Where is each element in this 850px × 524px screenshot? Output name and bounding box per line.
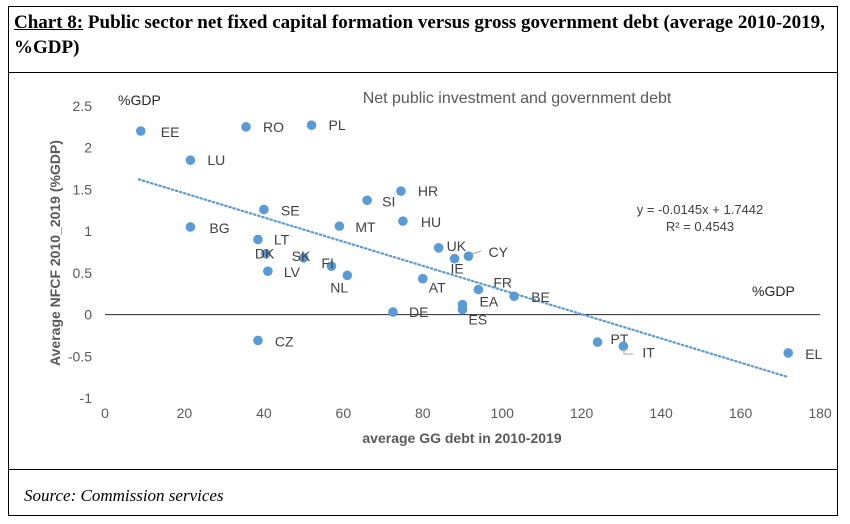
point-label-fi: FI	[321, 255, 333, 271]
point-label-ea: EA	[480, 294, 499, 310]
point-label-it: IT	[642, 344, 655, 360]
x-tick-label: 100	[491, 405, 515, 421]
data-point-dk	[261, 248, 271, 259]
x-tick-label: 180	[808, 405, 832, 421]
point-label-be: BE	[531, 289, 550, 305]
y-tick-label: 1.5	[73, 181, 93, 197]
x-tick-labels: 0 20 40 60 80 100 120 140 160 180	[101, 405, 832, 421]
trendline-group	[137, 178, 790, 379]
point-label-hu: HU	[421, 214, 441, 230]
data-point-pl	[306, 120, 317, 130]
point-label-si: SI	[382, 193, 395, 209]
point-label-es: ES	[469, 312, 488, 328]
x-tick-label: 80	[415, 405, 431, 421]
data-point-lu	[185, 155, 196, 166]
x-tick-label: 160	[729, 405, 753, 421]
point-label-el: EL	[805, 346, 822, 362]
point-label-ro: RO	[263, 119, 284, 135]
leader-lines	[471, 250, 633, 355]
data-point-be	[509, 291, 519, 302]
point-label-nl: NL	[330, 279, 348, 295]
x-tick-label: 0	[101, 405, 109, 421]
data-point-de	[388, 307, 398, 317]
point-label-dk: DK	[255, 246, 275, 262]
x-unit-label: %GDP	[752, 283, 795, 299]
point-label-uk: UK	[447, 238, 467, 254]
chart-number: Chart 8:	[14, 12, 84, 33]
data-point-ee	[135, 126, 146, 136]
data-point-fi	[326, 261, 337, 271]
data-point-lv	[263, 266, 273, 276]
trendline-equation: y = -0.0145x + 1.7442	[637, 202, 763, 217]
point-label-hr: HR	[418, 183, 438, 199]
y-tick-labels: 2.5 2 1.5 1 0.5 0 -0.5 -1	[68, 98, 92, 406]
x-tick-label: 20	[177, 405, 193, 421]
data-point-uk	[433, 243, 444, 253]
data-point-se	[259, 204, 269, 215]
data-point-mt	[334, 221, 345, 231]
y-tick-label: 0.5	[73, 265, 93, 281]
data-point-nl	[342, 270, 353, 281]
point-label-lt: LT	[274, 231, 290, 247]
point-label-at: AT	[429, 280, 446, 296]
chart-caption: Public sector net fixed capital formatio…	[14, 12, 825, 58]
point-label-sk: SK	[292, 248, 311, 264]
heading-separator	[8, 72, 838, 73]
y-axis-title: Average NFCF 2010_2019 (%GDP)	[47, 140, 63, 366]
leader-line-it	[623, 348, 633, 355]
data-point-sk	[298, 253, 309, 263]
y-unit-label: %GDP	[118, 92, 161, 108]
point-label-cy: CY	[488, 244, 508, 260]
data-point-si	[362, 195, 372, 206]
chart-frame	[8, 6, 838, 516]
data-point-cz	[253, 335, 263, 346]
point-label-ie: IE	[451, 261, 464, 277]
chart-heading: Chart 8: Public sector net fixed capital…	[14, 10, 834, 60]
data-points: EE RO PL LU HR SI SE HU MT BG LT UK CY DK SK IE FI LV NL AT…	[135, 117, 823, 362]
data-point-it	[618, 341, 629, 352]
y-tick-label: 1	[84, 223, 92, 239]
point-label-lu: LU	[207, 152, 225, 168]
data-point-hu	[398, 216, 408, 226]
data-point-hr	[396, 186, 406, 196]
point-label-fr: FR	[493, 275, 512, 291]
chart-title: Net public investment and government deb…	[363, 90, 672, 107]
data-point-es	[457, 304, 468, 315]
x-tick-label: 40	[256, 405, 272, 421]
data-point-bg	[185, 222, 196, 232]
y-tick-label: 0	[84, 307, 92, 323]
y-tick-label: -1	[80, 390, 93, 406]
point-label-se: SE	[281, 202, 300, 218]
y-tick-label: 2.5	[73, 98, 93, 114]
point-label-mt: MT	[355, 219, 376, 235]
x-tick-label: 140	[649, 405, 673, 421]
data-point-fr	[473, 284, 484, 295]
point-label-bg: BG	[209, 220, 229, 236]
point-label-cz: CZ	[275, 333, 294, 349]
trendline	[137, 178, 790, 379]
source-note: Source: Commission services	[24, 486, 224, 505]
x-tick-label: 60	[336, 405, 352, 421]
data-point-lt	[253, 234, 263, 245]
x-tick-label: 120	[570, 405, 594, 421]
y-tick-label: 2	[84, 140, 92, 156]
point-label-ee: EE	[161, 124, 180, 140]
x-axis-title: average GG debt in 2010-2019	[362, 430, 561, 446]
point-label-lv: LV	[284, 264, 301, 280]
scatter-chart: Net public investment and government deb…	[47, 90, 832, 446]
data-point-cy	[463, 251, 474, 261]
point-label-de: DE	[409, 304, 428, 320]
data-point-el	[783, 348, 794, 358]
data-point-ro	[241, 122, 251, 132]
data-point-pt	[592, 337, 603, 347]
point-label-pl: PL	[329, 117, 346, 133]
leader-line-cy	[471, 250, 482, 255]
source-separator	[8, 469, 838, 470]
y-tick-label: -0.5	[68, 348, 92, 364]
trendline-r2: R² = 0.4543	[666, 219, 734, 234]
data-point-at	[417, 273, 428, 284]
data-point-ie	[449, 253, 460, 264]
